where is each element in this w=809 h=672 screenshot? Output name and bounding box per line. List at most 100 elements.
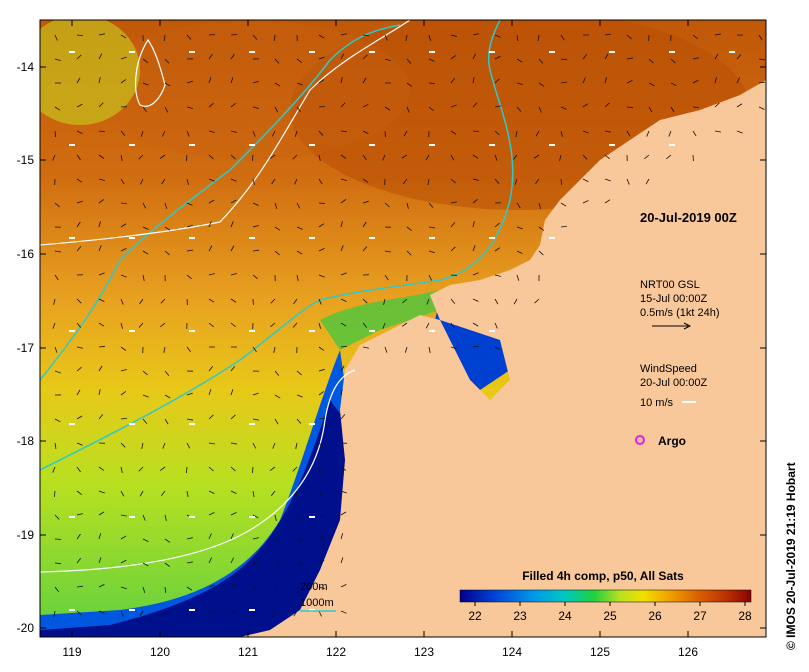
current-vector <box>98 365 103 372</box>
current-vector <box>252 249 260 252</box>
current-vector <box>362 130 369 135</box>
current-vector <box>450 222 456 228</box>
current-vector <box>98 533 102 540</box>
current-vector <box>186 106 193 109</box>
current-vector <box>208 298 215 303</box>
current-vector <box>230 77 234 84</box>
current-vector <box>296 514 300 521</box>
current-vector <box>273 34 276 42</box>
current-vector <box>76 34 84 37</box>
current-vector <box>472 221 475 228</box>
current-vector <box>76 298 82 304</box>
current-vector <box>252 586 259 591</box>
current-vector <box>427 178 430 185</box>
current-vector <box>648 58 654 64</box>
current-vector <box>252 34 258 40</box>
current-vector <box>362 200 369 204</box>
current-vector <box>274 202 278 209</box>
current-vector <box>362 246 368 252</box>
current-vector <box>54 106 61 111</box>
current-vector <box>494 274 501 277</box>
current-vector <box>516 202 521 209</box>
current-vector <box>736 54 742 60</box>
lon-tick-label: 126 <box>678 645 698 659</box>
current-vector <box>604 33 611 36</box>
current-vector <box>159 154 166 159</box>
current-vector <box>318 202 326 204</box>
current-vector <box>604 130 611 133</box>
current-vector <box>252 466 254 474</box>
current-vector <box>406 202 409 209</box>
current-vector <box>164 394 171 399</box>
current-vector <box>274 58 280 64</box>
current-vector <box>714 102 720 108</box>
current-vector <box>714 53 719 60</box>
current-vector <box>384 202 390 208</box>
current-vector <box>230 298 237 303</box>
current-vector <box>494 247 501 252</box>
current-vector <box>645 178 650 185</box>
current-vector <box>54 418 61 423</box>
current-vector <box>98 466 105 471</box>
current-vector <box>98 272 105 276</box>
current-vector <box>138 154 144 160</box>
current-vector <box>142 226 149 230</box>
current-vector <box>164 562 170 567</box>
current-vector <box>230 533 234 540</box>
current-vector <box>186 178 189 185</box>
current-vector <box>318 417 325 420</box>
current-vector <box>296 274 299 281</box>
current-vector <box>428 274 432 281</box>
current-vector <box>516 250 523 254</box>
axis-ticks: 119 120 121 122 123 124 125 126 -14 -15 -16 -17 -18 -… <box>17 20 766 659</box>
current-vector <box>54 586 60 592</box>
current-vector <box>340 533 344 540</box>
current-vector <box>382 154 386 161</box>
current-vector <box>362 322 368 328</box>
current-vector <box>269 466 276 471</box>
current-vector <box>648 82 655 87</box>
current-vector <box>76 558 81 564</box>
current-vector <box>98 77 101 84</box>
current-vector <box>98 345 106 348</box>
current-vector <box>428 58 435 62</box>
current-vector <box>186 346 191 353</box>
current-vector <box>120 79 127 84</box>
current-vector <box>472 154 479 159</box>
current-vector <box>120 130 126 136</box>
current-vector <box>54 562 62 565</box>
current-vector <box>98 178 105 181</box>
current-vector <box>98 511 105 516</box>
current-vector <box>293 298 298 305</box>
current-vector <box>230 154 236 160</box>
current-vector <box>186 442 191 449</box>
current-vector <box>273 346 276 353</box>
current-vector <box>186 392 193 396</box>
current-vector <box>626 57 633 60</box>
current-vector <box>736 77 740 84</box>
current-vector <box>401 322 408 327</box>
current-vector <box>428 202 434 208</box>
current-vector <box>230 610 237 615</box>
colorbar-tick-label: 26 <box>648 609 662 623</box>
current-vector <box>340 298 347 302</box>
current-vector <box>472 199 478 204</box>
current-vector <box>450 154 455 161</box>
current-vector <box>644 154 650 160</box>
current-vector <box>120 559 127 564</box>
current-vector <box>139 490 144 497</box>
current-vector <box>318 56 325 60</box>
current-vector <box>560 130 563 137</box>
current-vector <box>164 226 171 231</box>
current-vector <box>582 154 588 160</box>
current-vector <box>208 53 213 60</box>
current-vector <box>76 154 81 161</box>
current-vector <box>98 584 105 588</box>
current-vector <box>208 245 213 252</box>
current-vector <box>692 106 700 108</box>
current-vector <box>425 154 430 161</box>
current-vector <box>296 202 301 209</box>
current-vector <box>533 154 540 159</box>
current-vector <box>120 391 127 396</box>
current-vector <box>142 58 149 63</box>
